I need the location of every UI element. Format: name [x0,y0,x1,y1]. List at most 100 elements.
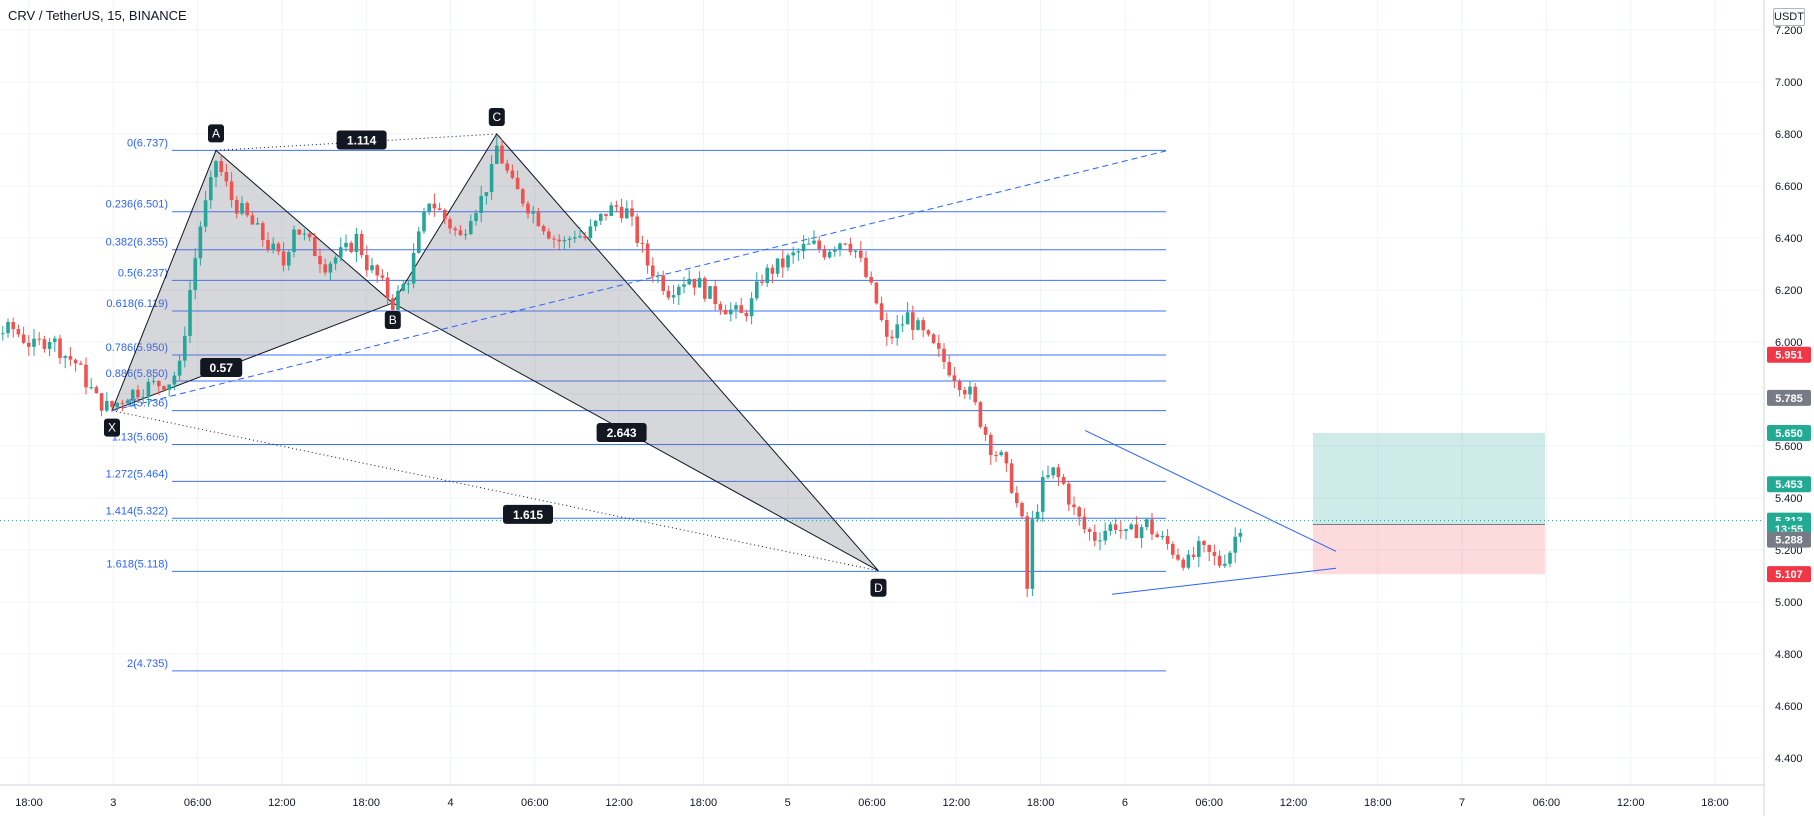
candle-body [411,252,416,284]
candle-body [614,205,619,207]
candle-body [1202,541,1206,546]
candle-body [474,212,478,222]
candle-body [801,243,806,252]
candle-body [1197,541,1201,557]
candle-body [1093,531,1097,541]
candle-body [53,338,57,342]
candle-body [1035,511,1040,520]
candle-body [1082,516,1087,530]
candle-body [1041,477,1045,512]
candle-body [604,213,608,216]
price-badge [1767,389,1811,406]
candle-body [593,220,598,227]
price-badge-label: 5.288 [1775,535,1803,547]
candle-body [1108,524,1113,531]
candle-body [261,223,265,241]
currency-unit[interactable]: USDT [1773,8,1805,26]
candle-body [266,240,270,250]
price-tick-label: 6.600 [1775,181,1803,193]
candle-body [531,211,535,214]
pattern-ratio-label: 1.114 [347,134,377,148]
candle-body [287,252,291,266]
candle-body [1160,536,1165,538]
candle-body [417,231,421,253]
time-tick-label: 18:00 [1701,797,1729,809]
symbol-title[interactable]: CRV / TetherUS, 15, BINANCE [8,8,187,23]
candle-body [32,338,36,347]
candle-body [183,335,187,361]
pattern-point-label: A [212,126,220,140]
fib-level-label: 1.13(5.606) [112,431,168,443]
candle-body [313,237,317,257]
candle-body [339,247,343,258]
candle-body [890,336,894,339]
candle-body [973,386,977,403]
pattern-point-badge [384,311,401,329]
candle-body [245,203,249,216]
pattern-point-badge [208,124,224,143]
pattern-triangle-bcd [392,133,879,572]
candle-body [926,330,931,335]
candle-body [599,213,603,221]
candle-body [895,324,899,339]
candle-body [874,282,879,304]
candle-body [812,240,816,244]
candle-body [489,163,494,193]
candle-body [333,257,338,264]
fib-level-label: 0.886(5.850) [106,368,168,380]
candle-body [645,243,650,266]
time-tick-label: 18:00 [1364,797,1392,809]
candle-body [1025,516,1029,589]
candle-body [547,231,551,239]
time-tick-label: 6 [1122,797,1128,809]
fib-level-label: 1.618(5.118) [106,558,168,570]
price-tick-label: 6.200 [1775,285,1803,297]
position-loss-zone [1313,524,1545,575]
candle-body [370,265,374,271]
candle-body [177,360,182,376]
candle-body [755,281,759,299]
price-badge [1767,566,1811,583]
candle-body [526,203,530,214]
candle-body [188,290,192,336]
candle-body [16,329,21,335]
candle-body [1165,536,1170,545]
time-tick-label: 12:00 [1617,797,1645,809]
candle-body [172,375,177,385]
time-tick-label: 06:00 [1195,797,1223,809]
candle-body [578,236,582,238]
candle-body [1015,492,1019,504]
price-badge [1767,346,1811,363]
candle-body [921,320,925,331]
price-tick-label: 5.600 [1775,441,1803,453]
time-tick-label: 7 [1459,797,1465,809]
candle-body [359,233,364,256]
candle-body [729,309,733,315]
candle-body [479,195,483,213]
price-tick-label: 7.200 [1775,25,1803,37]
candle-body [198,226,203,259]
price-tick-label: 4.600 [1775,701,1803,713]
candle-body [323,264,327,273]
candle-body [458,230,463,236]
candle-body [42,339,47,349]
candle-body [151,380,156,382]
candle-body [391,298,395,310]
candle-body [957,381,962,391]
candle-body [775,258,780,274]
price-badge-label: 5.107 [1775,569,1803,581]
pattern-ratio-label: 0.57 [210,361,234,375]
fib-level-label: 1.414(5.322) [106,505,168,517]
candle-body [521,189,525,204]
time-tick-label: 18:00 [352,797,380,809]
candle-body [344,242,348,248]
candle-body [744,312,749,317]
candle-body [937,343,941,349]
candle-body [671,295,676,298]
candle-body [1020,503,1024,517]
candle-body [583,236,587,239]
candle-body [1124,529,1128,532]
candle-body [437,208,442,210]
